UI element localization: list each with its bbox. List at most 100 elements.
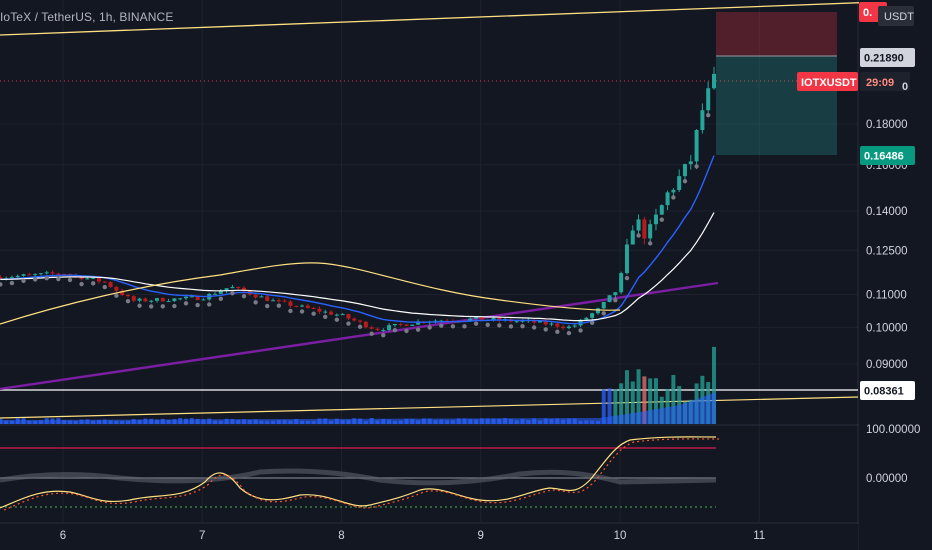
currency-badge[interactable]: USDT	[878, 6, 914, 26]
candle-body	[201, 299, 206, 301]
indicator-dot	[589, 320, 595, 325]
candle-body	[317, 308, 322, 312]
indicator-dot	[253, 300, 258, 305]
candle-body	[671, 189, 676, 193]
candle-body	[288, 301, 293, 306]
candle-body	[619, 273, 624, 293]
candle-body	[630, 230, 635, 245]
price-tick-label: 0.11000	[866, 290, 907, 302]
currency-label: USDT	[884, 11, 914, 23]
candle-body	[363, 321, 368, 328]
candle-body	[276, 300, 281, 302]
candle-body	[166, 301, 171, 303]
indicator-dot	[299, 309, 305, 314]
indicator-dot	[288, 308, 293, 314]
indicator-dot	[427, 325, 432, 330]
price-tick-label: 0.10000	[866, 323, 908, 335]
oscillator-tick-label: 100.00000	[866, 424, 920, 436]
oscillator-signal-line	[3, 438, 721, 511]
indicator-dot	[439, 323, 444, 328]
candle-body	[282, 300, 287, 302]
indicator-dot	[682, 178, 688, 184]
indicator-dot	[195, 302, 200, 308]
candle-body	[21, 274, 26, 276]
stop-loss-zone	[716, 12, 837, 56]
candle-body	[659, 205, 664, 215]
oscillator-histogram	[0, 468, 717, 486]
target-price-badge: 0.21890	[860, 48, 915, 67]
candle-body	[636, 219, 641, 231]
candle-body	[340, 314, 345, 316]
long-position-tool[interactable]	[716, 12, 837, 155]
candle-body	[85, 278, 90, 280]
candle-body	[149, 300, 154, 302]
candle-body	[358, 320, 363, 322]
candle-body	[375, 328, 380, 331]
candle-body	[195, 296, 200, 301]
indicator-dot	[520, 323, 525, 329]
indicator-dot	[636, 233, 641, 238]
candle-body	[305, 305, 310, 308]
ema-slow-line	[0, 212, 715, 322]
candle-body	[682, 164, 687, 177]
candle-body	[334, 314, 339, 316]
time-tick-label: 9	[478, 530, 484, 542]
support-price-badge-text: 0.08361	[864, 386, 904, 398]
candle-body	[242, 287, 247, 292]
indicator-dot	[485, 322, 490, 328]
candle-body	[369, 327, 374, 329]
candlesticks	[0, 66, 716, 333]
candle-body	[125, 295, 130, 297]
candle-body	[259, 296, 264, 298]
oscillator-tick-label: 0.00000	[866, 473, 908, 485]
indicator-dot	[183, 301, 189, 306]
candle-body	[323, 311, 328, 313]
time-tick-label: 8	[338, 530, 344, 542]
candle-body	[711, 73, 716, 89]
candle-body	[387, 325, 392, 330]
indicator-dot	[334, 317, 340, 322]
candle-body	[688, 161, 693, 165]
indicator-dot	[601, 311, 606, 316]
indicator-dot	[381, 333, 386, 338]
candle-body	[584, 317, 589, 320]
stop-price-badge-bg	[860, 146, 915, 165]
candle-body	[154, 298, 159, 301]
volume-bar	[653, 378, 658, 424]
indicator-dot	[555, 329, 560, 334]
indicator-dot	[497, 323, 502, 328]
candle-body	[91, 277, 96, 279]
volume-bar	[711, 346, 716, 424]
indicator-dot	[659, 217, 664, 222]
time-tick-label: 10	[614, 530, 627, 542]
indicator-dot	[311, 311, 316, 316]
candle-body	[677, 176, 682, 190]
candle-body	[311, 307, 316, 309]
indicator-dot	[694, 164, 699, 169]
candle-body	[33, 274, 38, 276]
price-tick-label: 0.14000	[866, 206, 908, 218]
indicator-dot	[90, 281, 96, 286]
candle-body	[143, 298, 148, 302]
indicator-dot	[404, 328, 409, 334]
current-price-value: 0	[902, 81, 908, 93]
candle-body	[27, 274, 32, 276]
indicator-dot	[79, 281, 84, 287]
candle-body	[648, 224, 653, 239]
candle-body	[561, 326, 566, 329]
indicator-dot	[218, 296, 224, 302]
candle-body	[96, 277, 101, 282]
indicator-dot	[276, 303, 282, 308]
candle-body	[189, 296, 194, 298]
candle-body	[120, 290, 125, 296]
candle-body	[184, 296, 189, 299]
time-tick-label: 11	[753, 530, 765, 542]
candle-body	[706, 88, 711, 111]
candle-body	[416, 321, 421, 325]
indicator-dot	[21, 278, 26, 284]
indicator-dot	[357, 324, 363, 329]
oscillator-main-line	[0, 436, 717, 509]
indicator-dot	[462, 324, 467, 329]
